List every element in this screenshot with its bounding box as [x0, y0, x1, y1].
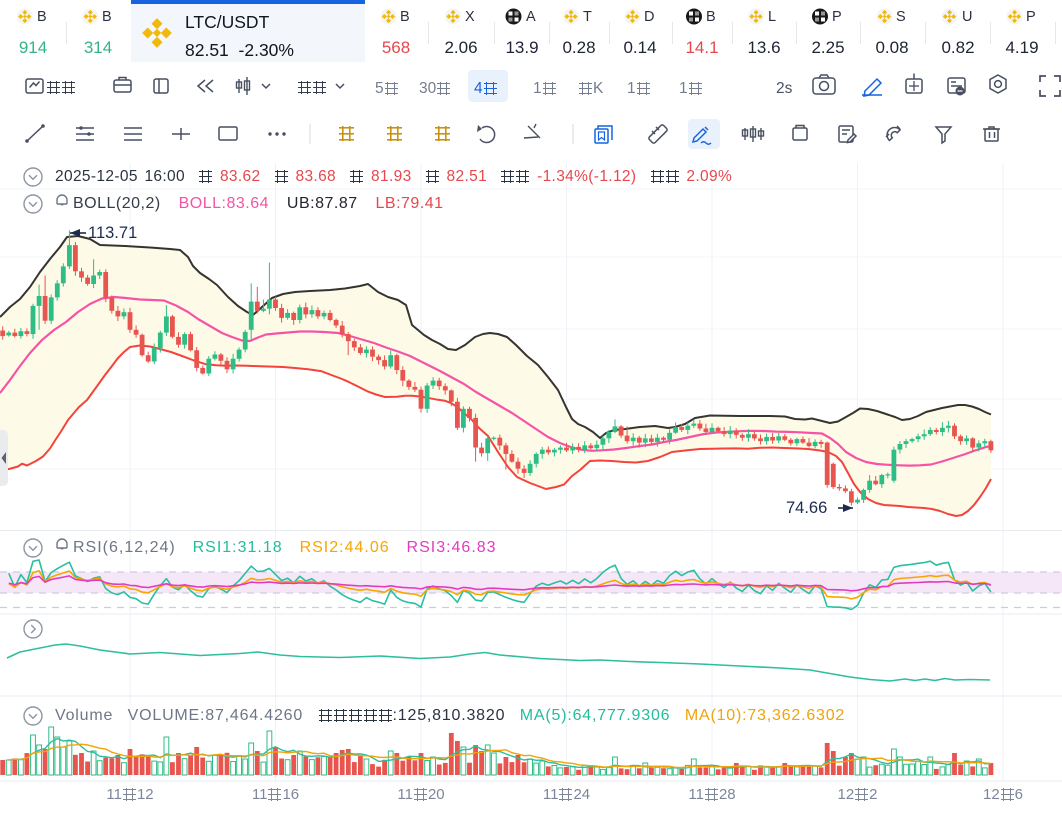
svg-text:113.71: 113.71	[88, 224, 137, 242]
svg-text:74.66: 74.66	[786, 499, 827, 517]
